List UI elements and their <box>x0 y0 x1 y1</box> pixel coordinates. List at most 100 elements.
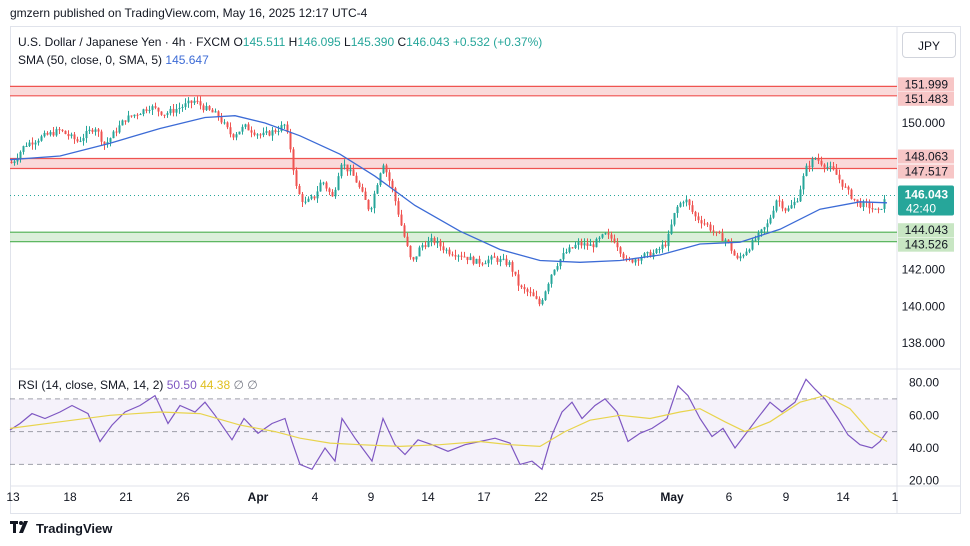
candle-body-219 <box>667 233 670 247</box>
candle-body-269 <box>817 158 820 161</box>
candle-body-125 <box>385 165 388 173</box>
candle-body-13 <box>49 132 52 135</box>
zone-0 <box>10 86 897 96</box>
time-tick-5: 4 <box>312 490 319 504</box>
candle-body-82 <box>256 134 259 136</box>
candle-body-71 <box>223 122 226 124</box>
price-axis: 150.000 142.000 140.000 138.000 151.999151.4… <box>898 77 954 350</box>
candle-body-185 <box>565 252 568 254</box>
candle-body-188 <box>574 244 577 248</box>
candle-body-119 <box>367 199 370 210</box>
candle-body-46 <box>148 109 151 111</box>
open-value: 145.511 <box>242 35 286 49</box>
candle-body-232 <box>706 223 709 225</box>
candle-body-35 <box>115 131 118 133</box>
candle-body-2 <box>16 158 19 162</box>
zones <box>10 85 897 243</box>
candle-body-288 <box>874 208 877 210</box>
candle-body-233 <box>709 224 712 231</box>
time-tick-4: Apr <box>248 490 269 504</box>
candle-body-75 <box>235 134 238 138</box>
candle-body-170 <box>520 285 523 288</box>
candle-body-158 <box>484 263 487 265</box>
candle-body-0 <box>10 161 13 164</box>
zone-label-1-1: 147.517 <box>905 165 949 179</box>
candle-body-55 <box>175 108 178 113</box>
candle-body-192 <box>586 243 589 246</box>
candle-body-148 <box>454 255 457 257</box>
change-value: +0.532 (+0.37%) <box>452 35 543 49</box>
sma-legend: SMA (50, close, 0, SMA, 5) 145.647 <box>18 53 209 67</box>
candle-body-182 <box>556 266 559 270</box>
candle-body-268 <box>814 158 817 160</box>
candle-body-147 <box>451 254 454 256</box>
candle-body-98 <box>304 201 307 203</box>
candle-body-92 <box>286 124 289 132</box>
close-label: C <box>397 35 407 49</box>
candle-body-65 <box>205 106 208 111</box>
candle-body-152 <box>466 256 469 261</box>
tradingview-logo-icon <box>10 520 32 537</box>
candle-body-4 <box>22 146 25 152</box>
candle-body-141 <box>433 238 436 244</box>
candle-body-229 <box>697 216 700 221</box>
candle-body-132 <box>406 236 409 246</box>
candle-body-7 <box>31 142 34 145</box>
candle-body-91 <box>283 124 286 126</box>
time-tick-14: 14 <box>836 490 850 504</box>
candle-body-210 <box>640 257 643 261</box>
candle-body-50 <box>160 111 163 115</box>
candle-body-11 <box>43 132 46 137</box>
candle-body-244 <box>742 255 745 257</box>
candle-body-90 <box>280 125 283 131</box>
candle-body-278 <box>844 186 847 188</box>
candle-body-143 <box>439 241 442 247</box>
current-price-tag <box>898 185 954 216</box>
candle-body-8 <box>34 142 37 145</box>
zone-label-0-1: 151.483 <box>905 92 949 106</box>
candle-body-226 <box>688 199 691 206</box>
candle-body-250 <box>760 229 763 233</box>
candle-body-154 <box>472 256 475 264</box>
candle-body-57 <box>181 106 184 108</box>
candle-body-164 <box>502 258 505 260</box>
zone-label-bg-0-0 <box>898 77 954 92</box>
candle-body-84 <box>262 132 265 136</box>
candle-body-138 <box>424 245 427 247</box>
candle-body-30 <box>100 131 103 142</box>
candle-body-235 <box>715 231 718 233</box>
candle-body-217 <box>661 244 664 249</box>
candle-body-88 <box>274 130 277 132</box>
candle-body-280 <box>850 189 853 199</box>
candle-body-248 <box>754 239 757 241</box>
candle-body-178 <box>544 291 547 301</box>
candle-body-222 <box>676 206 679 214</box>
candle-body-150 <box>460 255 463 257</box>
candle-body-94 <box>292 149 295 171</box>
candle-body-191 <box>583 243 586 246</box>
candle-body-1 <box>13 161 16 164</box>
candle-body-38 <box>124 120 127 122</box>
candle-body-214 <box>652 253 655 258</box>
rsi-legend: RSI (14, close, SMA, 14, 2) 50.50 44.38 … <box>18 378 258 392</box>
time-tick-2: 21 <box>119 490 133 504</box>
candle-body-128 <box>394 188 397 202</box>
candle-body-134 <box>412 257 415 260</box>
rsi-tick-2: 40.00 <box>909 441 939 455</box>
candles <box>10 96 886 307</box>
rsi-tick-1: 60.00 <box>909 408 939 422</box>
candle-body-282 <box>856 199 859 202</box>
sma-line-group <box>9 115 888 263</box>
candle-body-169 <box>517 274 520 286</box>
candle-body-267 <box>811 158 814 168</box>
candle-body-211 <box>643 253 646 258</box>
candle-body-18 <box>64 130 67 135</box>
candle-body-109 <box>337 176 340 190</box>
candle-body-47 <box>151 106 154 110</box>
currency-button[interactable]: JPY <box>902 32 956 58</box>
candle-body-149 <box>457 255 460 257</box>
candle-body-183 <box>559 259 562 267</box>
rsi-tick-3: 20.00 <box>909 474 939 488</box>
candle-body-286 <box>868 202 871 209</box>
